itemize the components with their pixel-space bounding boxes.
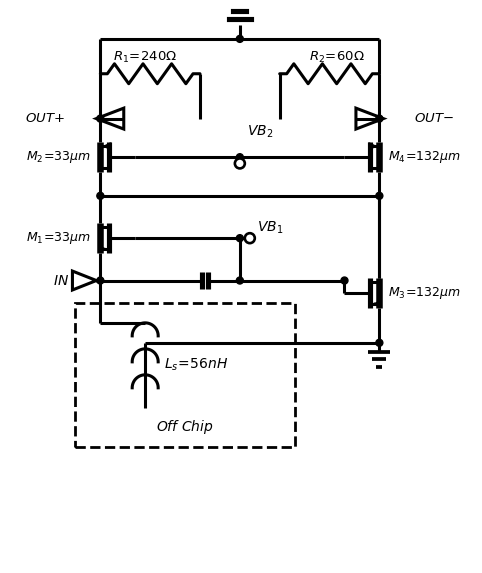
Circle shape bbox=[376, 339, 383, 346]
Circle shape bbox=[376, 193, 383, 199]
Circle shape bbox=[341, 277, 348, 284]
Text: $R_1\!=\!240\Omega$: $R_1\!=\!240\Omega$ bbox=[113, 50, 177, 65]
Circle shape bbox=[376, 115, 383, 122]
Text: $M_3\!=\!132\mu m$: $M_3\!=\!132\mu m$ bbox=[388, 285, 461, 301]
Circle shape bbox=[236, 277, 243, 284]
Circle shape bbox=[236, 36, 243, 42]
Text: $OUT\!-$: $OUT\!-$ bbox=[414, 112, 455, 125]
Text: $M_1\!=\!33\mu m$: $M_1\!=\!33\mu m$ bbox=[26, 230, 92, 246]
Text: $IN$: $IN$ bbox=[53, 273, 69, 288]
Text: $VB_2$: $VB_2$ bbox=[247, 123, 274, 139]
Circle shape bbox=[236, 235, 243, 242]
Text: $VB_1$: $VB_1$ bbox=[257, 219, 283, 236]
Text: $OUT\!+$: $OUT\!+$ bbox=[25, 112, 66, 125]
Bar bbox=[75, 303, 295, 448]
Circle shape bbox=[97, 193, 104, 199]
Circle shape bbox=[97, 277, 104, 284]
Text: $L_s\!=\!56nH$: $L_s\!=\!56nH$ bbox=[164, 357, 228, 374]
Text: $M_4\!=\!132\mu m$: $M_4\!=\!132\mu m$ bbox=[388, 149, 461, 165]
Text: $R_2\!=\!60\Omega$: $R_2\!=\!60\Omega$ bbox=[309, 50, 365, 65]
Circle shape bbox=[97, 115, 104, 122]
Text: $Off\ Chip$: $Off\ Chip$ bbox=[156, 418, 214, 437]
Circle shape bbox=[235, 159, 245, 168]
Circle shape bbox=[236, 154, 243, 160]
Circle shape bbox=[245, 233, 255, 243]
Text: $M_2\!=\!33\mu m$: $M_2\!=\!33\mu m$ bbox=[26, 149, 92, 165]
